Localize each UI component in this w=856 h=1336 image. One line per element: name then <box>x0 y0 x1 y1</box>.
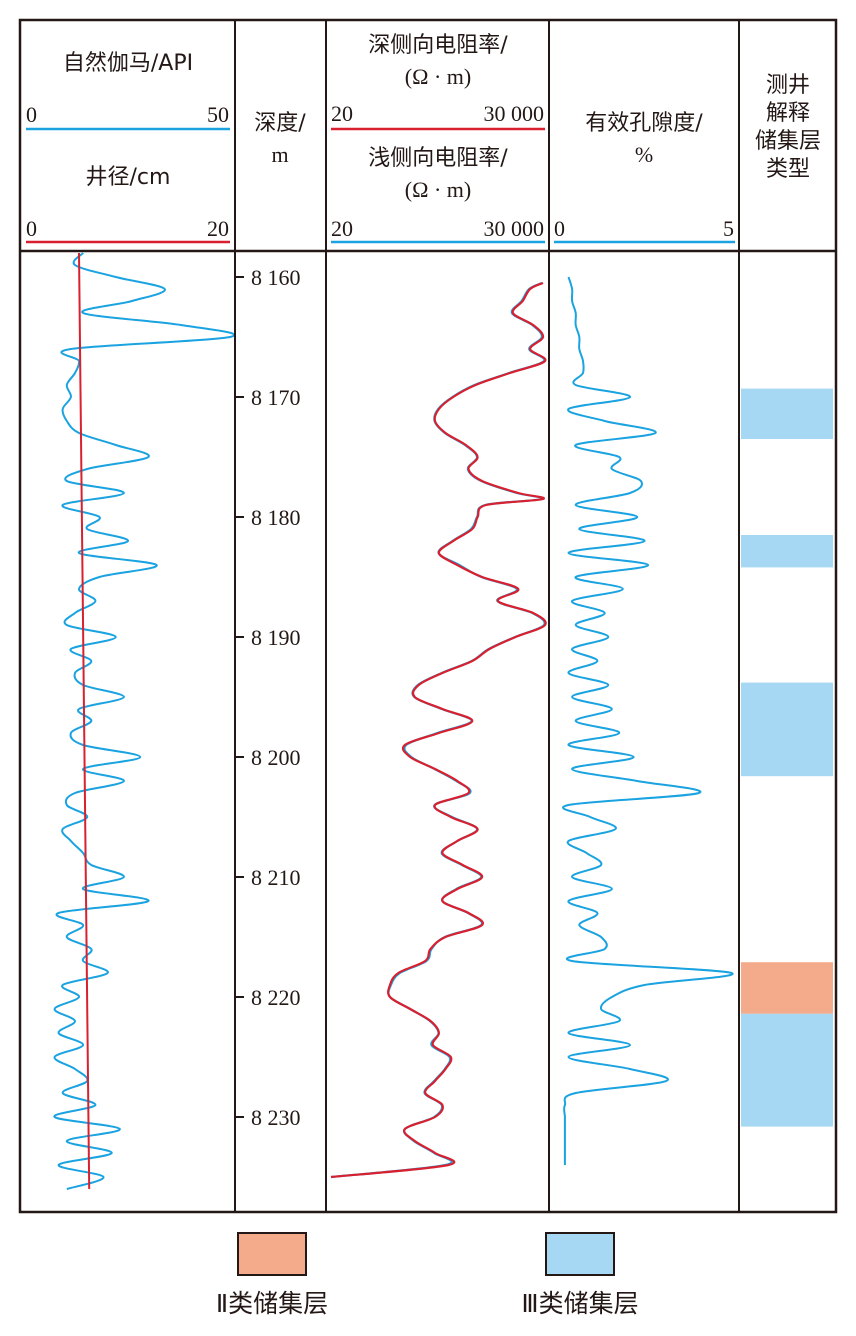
depth-tick-label-8160: 8 160 <box>251 265 301 290</box>
shallow-res-header-line2: (Ω · m) <box>405 177 471 202</box>
interp-block-2 <box>741 535 833 568</box>
caliper-max-label: 20 <box>207 216 229 241</box>
gamma-header-label: 自然伽马/API <box>63 51 193 76</box>
legend-type3-label: Ⅲ类储集层 <box>521 1289 639 1318</box>
legend-type3-swatch <box>545 1232 615 1276</box>
porosity-header-line2: % <box>635 142 653 167</box>
interp-block-4 <box>741 962 833 1014</box>
legend-type2-swatch <box>237 1232 307 1276</box>
gamma-min-label: 0 <box>26 102 37 127</box>
depth-header-line2: m <box>271 142 288 167</box>
interp-block-3 <box>741 682 833 777</box>
interp-block-1 <box>741 388 833 439</box>
depth-header-line1: 深度/ <box>254 111 306 136</box>
interp-header-line4: 类型 <box>766 157 810 182</box>
depth-tick-label-8200: 8 200 <box>251 745 301 770</box>
depth-tick-label-8190: 8 190 <box>251 625 301 650</box>
legend-type2-label: Ⅱ类储集层 <box>215 1289 329 1318</box>
depth-tick-label-8170: 8 170 <box>251 385 301 410</box>
deep-res-max-label: 30 000 <box>484 101 545 126</box>
porosity-header-line1: 有效孔隙度/ <box>585 111 703 136</box>
tracks-layer: 8 160 8 170 8 180 8 190 8 200 8 210 8 220 8 230 <box>53 252 833 1190</box>
deep-res-header-line2: (Ω · m) <box>405 64 471 89</box>
deep-res-curve <box>330 281 547 1179</box>
legend-type3: Ⅲ类储集层 <box>480 1232 680 1320</box>
caliper-curve <box>78 252 91 1190</box>
porosity-max-label: 5 <box>723 216 734 241</box>
legend-type2: Ⅱ类储集层 <box>172 1232 372 1320</box>
depth-tick-label-8230: 8 230 <box>251 1105 301 1130</box>
porosity-min-label: 0 <box>554 216 565 241</box>
interp-block-5 <box>741 1013 833 1127</box>
deep-res-min-label: 20 <box>331 101 353 126</box>
interp-header-line1: 测井 <box>766 73 810 98</box>
shallow-res-min-label: 20 <box>331 216 353 241</box>
interp-header-line2: 解释 <box>766 101 810 126</box>
gamma-max-label: 50 <box>207 102 229 127</box>
porosity-curve <box>562 276 734 1165</box>
deep-res-header-line1: 深侧向电阻率/ <box>368 33 508 58</box>
shallow-res-header-line1: 浅侧向电阻率/ <box>368 146 508 171</box>
well-log-chart: 8 160 8 170 8 180 8 190 8 200 8 210 8 220 8 230… <box>18 18 838 1214</box>
interp-header-line3: 储集层 <box>755 129 821 154</box>
shallow-res-max-label: 30 000 <box>484 216 545 241</box>
caliper-header-label: 井径/cm <box>86 165 171 190</box>
depth-tick-label-8210: 8 210 <box>251 865 301 890</box>
shallow-res-curve <box>330 281 546 1179</box>
chart-frame <box>18 18 838 1214</box>
caliper-min-label: 0 <box>26 216 37 241</box>
depth-tick-label-8220: 8 220 <box>251 985 301 1010</box>
depth-tick-label-8180: 8 180 <box>251 505 301 530</box>
